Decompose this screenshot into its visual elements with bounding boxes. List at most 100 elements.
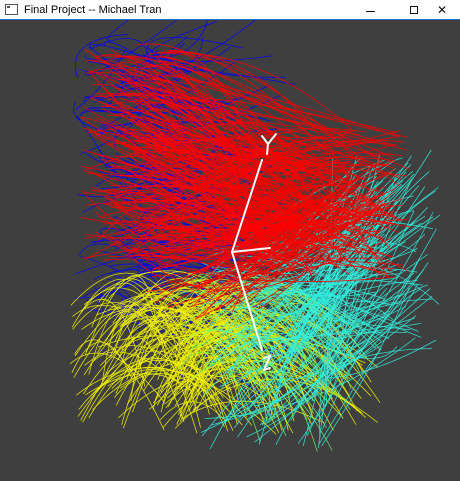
streamline (159, 51, 354, 181)
streamline (261, 156, 358, 426)
streamline (87, 61, 164, 100)
axis-y-glyph (261, 135, 269, 145)
axis-z-glyph (263, 367, 271, 371)
streamline (109, 263, 245, 284)
streamline (153, 283, 347, 339)
streamline (117, 318, 213, 407)
streamline (104, 350, 224, 399)
axis-z-line (231, 251, 263, 351)
streamline (140, 225, 345, 250)
coordinate-axes (231, 133, 277, 371)
streamline (292, 198, 402, 337)
streamline (328, 178, 413, 402)
streamline (294, 310, 366, 349)
streamline (239, 314, 310, 378)
streamline (90, 94, 397, 134)
streamline (126, 323, 313, 405)
streamline (236, 210, 394, 421)
streamline (97, 129, 305, 140)
title-bar[interactable]: Final Project -- Michael Tran ✕ (0, 0, 460, 20)
streamline (122, 337, 185, 422)
streamline (226, 183, 402, 377)
axis-y-line (231, 159, 263, 253)
streamline (211, 315, 417, 426)
close-button[interactable]: ✕ (424, 0, 460, 20)
streamline (237, 322, 422, 370)
streamline (189, 227, 375, 304)
render-viewport[interactable] (0, 20, 460, 481)
streamline (152, 363, 234, 432)
streamline (163, 210, 398, 268)
streamline (75, 33, 129, 79)
streamline (134, 97, 306, 167)
streamline (84, 275, 157, 356)
streamline (85, 373, 193, 396)
streamline (307, 271, 346, 350)
streamline (233, 277, 364, 429)
streamline (87, 172, 333, 232)
streamline (207, 223, 395, 293)
streamline (292, 248, 418, 266)
close-icon: ✕ (436, 3, 448, 17)
streamline (174, 324, 238, 409)
streamline (137, 190, 352, 249)
streamline (126, 338, 189, 392)
streamline (71, 341, 133, 380)
streamline (142, 54, 273, 62)
maximize-icon (410, 6, 418, 14)
streamline (321, 287, 410, 446)
streamline (231, 160, 302, 313)
streamline (228, 302, 401, 369)
streamline (297, 228, 437, 445)
streamline (154, 353, 239, 401)
streamline (167, 359, 367, 418)
minimize-button[interactable] (352, 0, 388, 20)
streamline (203, 170, 332, 316)
streamline (155, 210, 369, 236)
streamline (133, 260, 185, 276)
streamline (82, 324, 229, 423)
streamline (219, 224, 326, 227)
streamline (107, 294, 209, 342)
streamline (208, 186, 359, 243)
streamline (151, 163, 371, 207)
streamline (112, 163, 266, 269)
maximize-button[interactable] (396, 0, 432, 20)
axis-x-line (231, 247, 271, 253)
streamline (120, 247, 291, 276)
streamline (135, 67, 295, 85)
streamline (145, 102, 391, 220)
streamline (94, 93, 272, 151)
streamline (248, 291, 352, 390)
streamline (146, 55, 399, 221)
streamline (220, 191, 395, 284)
window-title: Final Project -- Michael Tran (24, 3, 162, 16)
streamline (304, 233, 426, 291)
streamline (205, 188, 317, 303)
streamline (163, 139, 404, 232)
streamline (83, 324, 259, 395)
streamline (69, 352, 165, 403)
streamline (146, 63, 408, 138)
streamline (323, 232, 380, 330)
axis-y-glyph (266, 143, 269, 155)
streamline (162, 126, 264, 158)
streamline (201, 214, 441, 437)
streamline (306, 190, 436, 349)
streamline (83, 307, 218, 376)
streamline (200, 319, 359, 433)
streamline (121, 297, 233, 425)
streamline (262, 317, 415, 335)
streamline (114, 78, 354, 147)
streamline (176, 167, 348, 234)
streamline (305, 275, 377, 323)
streamline (217, 298, 433, 357)
streamline (241, 170, 292, 256)
streamline (219, 272, 415, 387)
streamline (150, 144, 344, 217)
streamline (123, 55, 395, 159)
streamline (247, 331, 407, 344)
streamline (124, 35, 188, 69)
streamline (143, 122, 324, 151)
